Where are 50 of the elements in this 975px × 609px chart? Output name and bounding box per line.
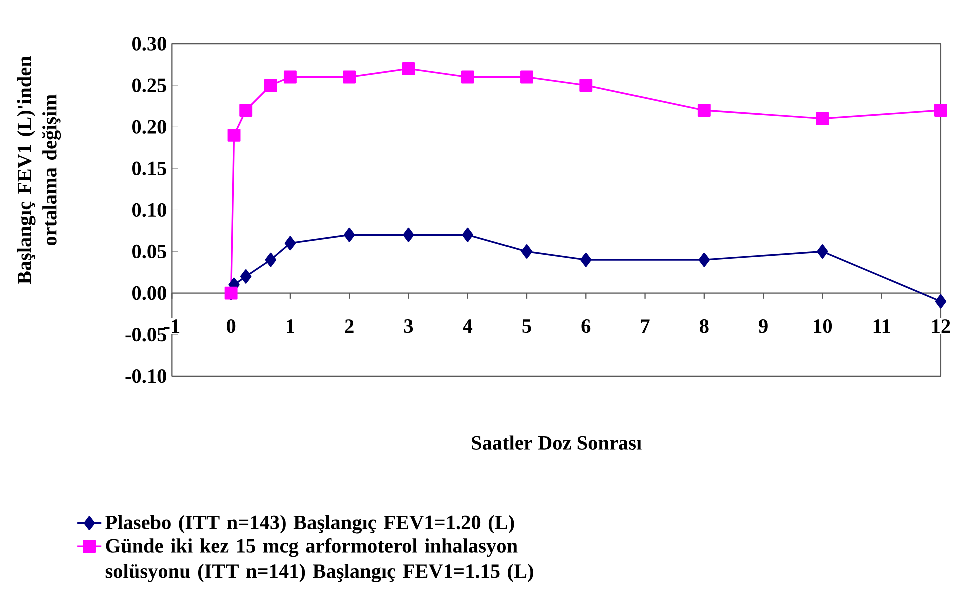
point [580, 79, 593, 92]
point [816, 112, 830, 126]
x-tick-label: 8 [700, 320, 709, 334]
point [343, 70, 356, 84]
point [462, 228, 474, 243]
point [228, 129, 241, 142]
x-tick-label: 2 [345, 320, 354, 334]
x-tick-label: 5 [522, 320, 532, 334]
y-tick-label: -0.05 [126, 328, 166, 342]
point [265, 253, 277, 268]
x-tick-label: 11 [874, 320, 890, 334]
x-tick-label: 7 [641, 320, 650, 334]
point [240, 104, 253, 118]
y-tick-label: 0.25 [132, 78, 166, 93]
x-tick-label: 10 [814, 320, 832, 334]
legend-label: Plasebo (ITT n=143) Başlangıç FEV1=1.20 (L) [106, 515, 514, 534]
y-tick-label: -0.10 [126, 370, 166, 384]
y-axis-title: Başlangıç FEV1 (L)'inden ortalama değişim [17, 56, 62, 284]
point [520, 70, 534, 84]
point [461, 70, 474, 84]
y-tick-label: 0.10 [132, 204, 166, 218]
x-tick-label: 12 [932, 320, 950, 334]
y-tick-label: 0.00 [132, 286, 166, 300]
point [344, 228, 356, 243]
x-tick-label: 6 [582, 320, 591, 334]
y-tick-label: 0.15 [132, 162, 166, 176]
point [521, 244, 533, 260]
x-tick-label: 9 [759, 320, 768, 334]
point [580, 253, 592, 268]
point [935, 294, 947, 309]
x-tick-label: 0 [227, 320, 236, 334]
point [403, 228, 414, 243]
point [698, 253, 710, 268]
point [698, 104, 711, 118]
x-tick-label: -1 [164, 320, 180, 334]
legend-label: Günde iki kez 15 mcg arformoterol inhalasyon solüsyonu (ITT n=141) Başlangıç FEV1=1.15 (L) [106, 538, 534, 583]
point [284, 70, 297, 84]
x-axis-title: Saatler Doz Sonrası [472, 436, 642, 450]
x-tick-label: 4 [463, 320, 473, 334]
y-tick-label: 0.20 [132, 120, 166, 134]
point [402, 62, 416, 76]
y-tick-label: 0.05 [132, 245, 166, 259]
point [817, 244, 828, 260]
point [934, 104, 948, 118]
point [284, 236, 296, 251]
y-tick-label: 0.30 [132, 37, 166, 52]
x-tick-label: 3 [404, 320, 414, 334]
point [240, 270, 252, 284]
point [264, 79, 278, 92]
x-tick-label: 1 [287, 320, 294, 334]
